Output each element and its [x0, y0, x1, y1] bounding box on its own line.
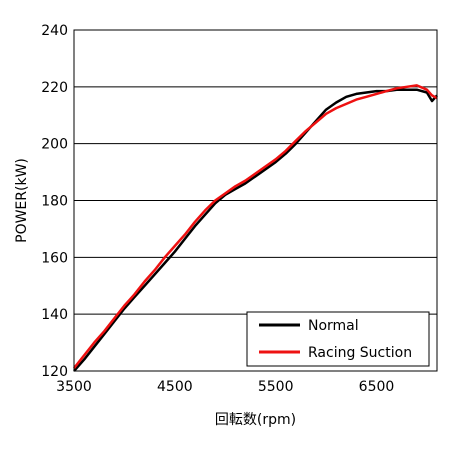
- y-tick-label-140: 140: [41, 307, 68, 323]
- legend-label-racing-suction: Racing Suction: [308, 345, 412, 361]
- series-layer: [73, 84, 438, 372]
- x-tick-label-5500: 5500: [258, 379, 294, 395]
- y-tick-label-120: 120: [41, 364, 68, 380]
- x-tick-label-3500: 3500: [56, 379, 92, 395]
- x-tick-label-4500: 4500: [157, 379, 193, 395]
- y-tick-label-200: 200: [41, 137, 68, 153]
- plot-area-frame: [73, 29, 438, 372]
- legend-label-normal: Normal: [308, 318, 359, 334]
- y-tick-label-240: 240: [41, 23, 68, 39]
- y-tick-label-220: 220: [41, 80, 68, 96]
- x-axis-ticks: 3500 4500 5500 6500: [56, 379, 394, 395]
- legend: Normal Racing Suction: [246, 311, 430, 367]
- y-axis-ticks: 120 140 160 180 200 220 240: [41, 23, 68, 380]
- legend-box: [246, 311, 430, 367]
- y-axis-label: POWER(kW): [14, 158, 30, 243]
- gridlines: [74, 86, 437, 315]
- y-tick-label-160: 160: [41, 250, 68, 266]
- x-axis-label: 回転数(rpm): [215, 412, 296, 428]
- y-tick-label-180: 180: [41, 194, 68, 210]
- x-tick-label-6500: 6500: [359, 379, 395, 395]
- series-line-racing-suction: [73, 84, 438, 369]
